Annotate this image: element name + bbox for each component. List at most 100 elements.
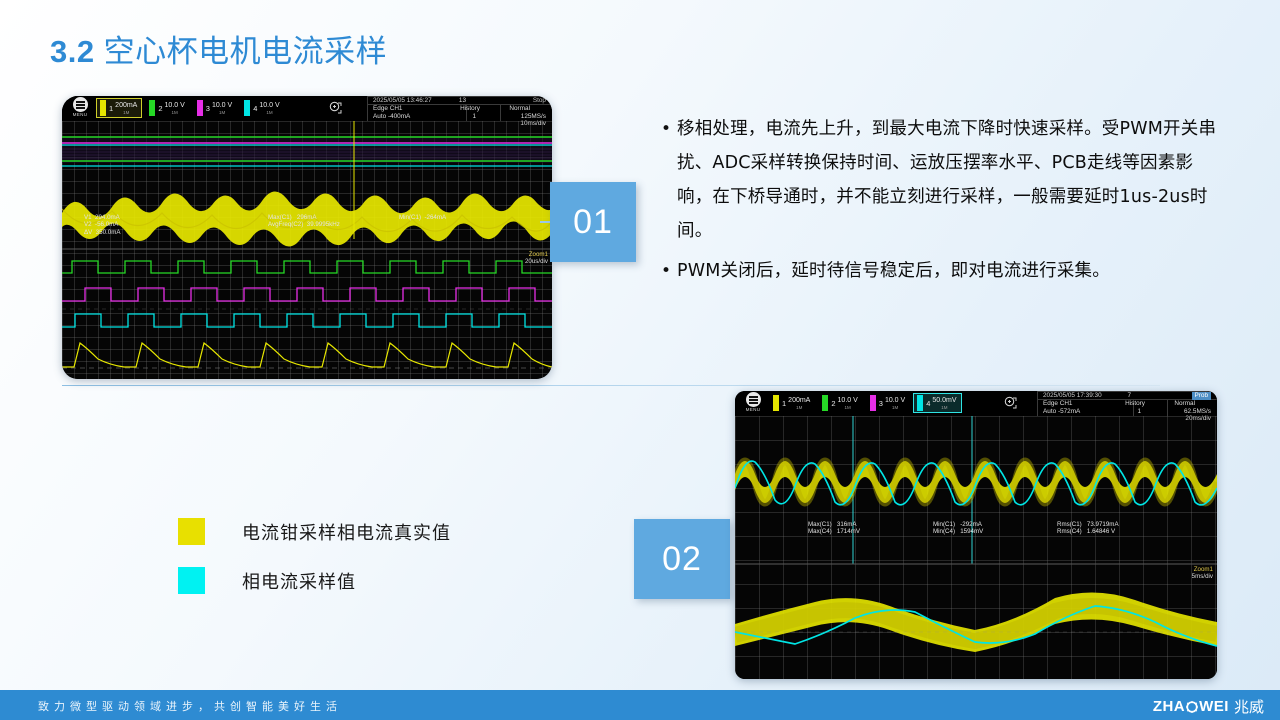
scope2-sample-rate: 62.5MS/s xyxy=(1184,407,1211,415)
channel-1-scale: 200mA xyxy=(788,396,811,404)
bullet-text-1: 移相处理，电流先上升，到最大电流下降时快速采样。受PWM开关串扰、ADC采样转换… xyxy=(677,119,1217,241)
connector-line-1 xyxy=(540,221,558,223)
scope2-channel-1[interactable]: 1 200mA 1M xyxy=(769,393,815,413)
scope2-frame-count: 7 xyxy=(1127,392,1131,399)
scope1-cursor-measurements: V1 294.0mA V2 -56.0mA ΔV 350.0mA xyxy=(84,214,120,236)
scope2-channel-4[interactable]: 4 50.0mV 1M xyxy=(913,393,962,413)
scope1-right-measurements: Min(C1) -264mA xyxy=(399,214,446,221)
channel-2-color-swatch xyxy=(822,395,829,411)
scope2-center-measurements: Min(C1) -292mA Min(C4) 1594mV xyxy=(933,521,983,536)
magnifier-icon[interactable] xyxy=(1003,395,1019,410)
scope2-history-value: 1 xyxy=(1137,407,1141,415)
legend-label-2: 相电流采样值 xyxy=(242,571,356,593)
scope1-info-panel: 2025/05/05 13:46:27 13 Stop Edge CH1 Aut… xyxy=(367,96,552,127)
scope2-channel-group: 1 200mA 1M 2 10.0 V 1M 3 xyxy=(769,393,965,413)
scope1-channel-1[interactable]: 1 200mA 1M xyxy=(96,98,143,118)
channel-3-number: 3 xyxy=(205,103,210,113)
scope1-channel-4[interactable]: 4 10.0 V 1M xyxy=(240,98,284,118)
scope1-channel-2[interactable]: 2 10.0 V 1M xyxy=(145,98,189,118)
logo-text-part1: ZHA xyxy=(1152,698,1186,715)
legend-item-2: 相电流采样值 xyxy=(178,567,451,594)
scope2-channel-2[interactable]: 2 10.0 V 1M xyxy=(818,393,862,413)
scope2-info-panel: 2025/05/05 17:39:30 7 Prob Edge CH1 Auto… xyxy=(1037,391,1217,422)
section-divider xyxy=(62,385,1160,386)
channel-4-number: 4 xyxy=(926,398,931,408)
logo-text: ZHA WEI xyxy=(1153,698,1229,715)
scope2-plot-area: Max(C1) 316mA Max(C4) 1714mV Min(C1) -292… xyxy=(735,416,1217,679)
channel-2-number: 2 xyxy=(831,398,836,408)
channel-1-coupling: 1M xyxy=(796,404,803,410)
scope1-menu-button[interactable]: MENU xyxy=(66,97,94,120)
scope2-run-state[interactable]: Prob xyxy=(1191,392,1211,400)
bullet-dot-icon: • xyxy=(660,119,672,139)
oscilloscope-screenshot-1: MENU 1 200mA 1M 2 10.0 V 1M xyxy=(62,96,552,379)
scope1-center-measurements: Max(C1) 296mA AvgFreq(C2) 39.9995kHz xyxy=(268,214,340,229)
title-text: 空心杯电机电流采样 xyxy=(103,34,388,70)
scope1-history-value: 1 xyxy=(472,112,476,120)
scope1-max-c1: Max(C1) 296mA xyxy=(268,214,317,221)
channel-1-number: 1 xyxy=(109,103,114,113)
scope2-trigger-type: Edge CH1 xyxy=(1043,400,1073,407)
scope1-menu-label: MENU xyxy=(72,112,88,117)
scope2-min-c1: Min(C1) -292mA xyxy=(933,521,982,528)
scope2-timebase: 20ms/div xyxy=(1185,415,1211,423)
scope1-channel-3[interactable]: 3 10.0 V 1M xyxy=(193,98,237,118)
scope2-menu-label: MENU xyxy=(745,407,761,412)
bullet-list: • 移相处理，电流先上升，到最大电流下降时快速采样。受PWM开关串扰、ADC采样… xyxy=(655,112,1225,294)
scope2-zoom-name: Zoom1 xyxy=(1193,566,1213,573)
channel-3-coupling: 1M xyxy=(218,109,226,115)
legend-swatch-cyan xyxy=(178,567,205,594)
scope2-left-measurements: Max(C1) 316mA Max(C4) 1714mV xyxy=(808,521,860,536)
scope2-zoom-yellow xyxy=(735,592,1217,652)
hamburger-icon xyxy=(72,97,88,112)
channel-3-scale: 10.0 V xyxy=(211,101,233,109)
channel-4-scale: 10.0 V xyxy=(259,101,280,109)
scope1-run-state[interactable]: Stop xyxy=(532,97,546,104)
scope1-sample-rate: 125MS/s xyxy=(520,112,546,120)
oscilloscope-screenshot-2: MENU 1 200mA 1M 2 10.0 V 1M xyxy=(735,391,1217,679)
channel-4-color-swatch xyxy=(917,395,924,411)
scope1-timebase: 10ms/div xyxy=(520,120,546,128)
scope2-rms-c1: Rms(C1) 73.9719mA xyxy=(1057,521,1119,528)
scope2-datetime: 2025/05/05 17:39:30 xyxy=(1043,392,1102,399)
scope1-min-c1: Min(C1) -264mA xyxy=(399,214,447,221)
hamburger-icon xyxy=(745,392,761,407)
scope2-right-measurements: Rms(C1) 73.9719mA Rms(C4) 1.64846 V xyxy=(1057,521,1119,536)
badge-01: 01 xyxy=(550,182,636,262)
scope2-history-label: History xyxy=(1125,400,1145,407)
scope2-max-c1: Max(C1) 316mA xyxy=(808,521,857,528)
channel-1-color-swatch xyxy=(100,100,106,116)
scope1-datetime: 2025/05/05 13:46:27 xyxy=(373,97,432,104)
channel-4-coupling: 1M xyxy=(266,109,273,115)
scope1-zoom-timebase: 20us/div xyxy=(524,258,548,266)
scope2-menu-button[interactable]: MENU xyxy=(739,392,767,415)
scope2-trigger-level: Auto -572mA xyxy=(1043,407,1081,415)
scope1-waveforms xyxy=(62,121,552,369)
page-title: 3.2 空心杯电机电流采样 xyxy=(50,26,387,71)
channel-4-scale: 50.0mV xyxy=(932,396,957,404)
scope1-frame-count: 13 xyxy=(458,97,466,104)
magnifier-icon[interactable] xyxy=(328,100,344,115)
scope1-screen: MENU 1 200mA 1M 2 10.0 V 1M xyxy=(62,96,552,379)
scope1-zoom-label: Zoom1 20us/div xyxy=(488,251,548,266)
scope1-channel-group: 1 200mA 1M 2 10.0 V 1M 3 xyxy=(96,98,288,118)
logo-text-part2: WEI xyxy=(1199,698,1229,715)
channel-3-color-swatch xyxy=(196,100,203,116)
scope2-min-c4: Min(C4) 1594mV xyxy=(933,528,984,536)
channel-2-scale: 10.0 V xyxy=(837,396,858,404)
badge-02: 02 xyxy=(634,519,730,599)
legend-swatch-yellow xyxy=(178,518,205,545)
title-number: 3.2 xyxy=(50,34,95,69)
scope2-rms-c4: Rms(C4) 1.64846 V xyxy=(1057,528,1116,536)
scope1-topbar: MENU 1 200mA 1M 2 10.0 V 1M xyxy=(62,96,552,127)
scope1-acq-mode: Normal xyxy=(509,105,530,112)
scope1-trigger-type: Edge CH1 xyxy=(373,105,403,112)
channel-3-scale: 10.0 V xyxy=(884,396,906,404)
channel-3-number: 3 xyxy=(878,398,883,408)
scope2-zoom-label: Zoom1 5ms/div xyxy=(1153,566,1213,581)
scope1-cursor-v1: V1 294.0mA xyxy=(84,214,120,221)
channel-2-color-swatch xyxy=(149,100,156,116)
scope1-cursor-v2: V2 -56.0mA xyxy=(84,221,119,229)
scope2-channel-3[interactable]: 3 10.0 V 1M xyxy=(866,393,910,413)
channel-2-scale: 10.0 V xyxy=(164,101,185,109)
